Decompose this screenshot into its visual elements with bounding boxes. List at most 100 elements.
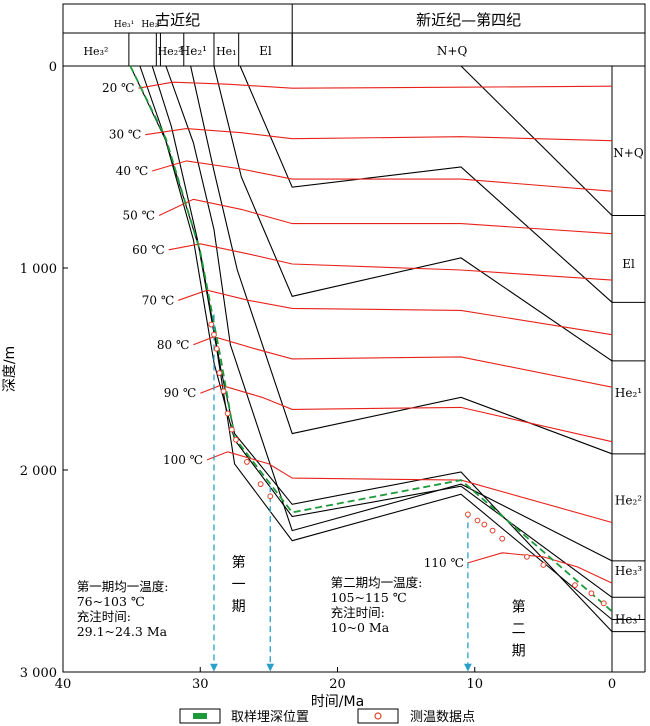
formation-label: N+Q: [437, 44, 468, 58]
isotherm-label: 90 ℃: [164, 386, 197, 400]
legend-green-bar: [193, 713, 207, 719]
y-axis-title: 深度/m: [2, 346, 18, 392]
temp-data-point: [216, 370, 223, 376]
temp-data-point: [257, 481, 264, 488]
temp-data-point: [213, 345, 220, 352]
isotherms: 20 ℃ 30 ℃ 40 ℃ 50 ℃ 60 ℃ 70 ℃ 80 ℃ 90 ℃ 100 ℃ 110…: [102, 81, 613, 584]
axes: 40 30 20 10 0 0 1 000 2 000 3 000 时间/Ma 深度/m: [2, 60, 616, 710]
x-tick-label: 30: [192, 677, 209, 692]
temp-data-point: [600, 600, 607, 607]
period-label: 古近纪: [155, 11, 200, 29]
right-formation-label: He₂²: [615, 493, 642, 507]
phase-label-char: 二: [512, 621, 526, 637]
isotherm-label: 40 ℃: [116, 164, 149, 178]
x-tick-label: 10: [466, 677, 483, 692]
right-formation-label: He₃¹: [615, 612, 642, 626]
temp-data-point: [499, 535, 506, 542]
legend: 取样埋深位置 测温数据点: [179, 708, 475, 725]
burial-curves: [129, 65, 645, 633]
annotation-line: 10~0 Ma: [331, 620, 390, 635]
temperature-data-points: [208, 321, 607, 607]
burial-curve: [213, 65, 613, 362]
y-tick-label: 2 000: [20, 464, 57, 479]
isotherm-label: 30 ℃: [109, 128, 142, 142]
isotherm-label: 110 ℃: [424, 556, 464, 570]
isotherm-label: 20 ℃: [102, 81, 135, 95]
formation-label: He₃¹: [114, 20, 134, 30]
formation-sub-label: He₃²: [83, 45, 108, 58]
isotherm-curve: [193, 336, 613, 388]
formation-sub-label: He₂²: [158, 45, 183, 58]
annotation-line: 29.1~24.3 Ma: [77, 624, 168, 639]
sampling-depth-line: [129, 65, 613, 613]
temp-data-point: [244, 459, 250, 465]
temp-data-point: [464, 511, 471, 518]
isotherm-curve: [158, 198, 613, 235]
isotherm-label: 80 ℃: [157, 338, 190, 352]
stratigraphy-header: 古近纪 新近纪—第四纪 He₃¹ He₂³ He₂¹ El N+Q He₃² He₂² He₁: [62, 3, 646, 67]
formation-label: He₂¹: [180, 44, 207, 58]
annotation-line: 第一期均一温度:: [77, 579, 169, 594]
formation-label: He₂³: [141, 20, 162, 30]
temp-data-point: [489, 527, 496, 534]
isotherm-label: 70 ℃: [142, 293, 175, 307]
formation-sub-label: He₁: [216, 45, 237, 58]
charge-arrows: [210, 314, 472, 672]
isotherm-curve: [200, 384, 613, 443]
burial-curve: [165, 65, 613, 562]
annotation-line: 充注时间:: [331, 605, 385, 620]
burial-curve: [190, 65, 613, 455]
y-tick-label: 0: [49, 60, 57, 75]
temp-data-point: [224, 410, 231, 417]
formation-label: El: [259, 44, 272, 58]
right-formation-label: N+Q: [613, 146, 644, 160]
x-tick-label: 40: [55, 677, 72, 692]
y-tick-label: 1 000: [20, 262, 57, 277]
annotation-line: 105~115 ℃: [331, 590, 407, 605]
burial-curve: [151, 65, 613, 620]
temp-data-point: [208, 321, 215, 328]
x-axis-title: 时间/Ma: [311, 694, 364, 710]
isotherm-label: 100 ℃: [163, 453, 203, 467]
burial-curve: [460, 65, 613, 216]
x-tick-label: 20: [329, 677, 346, 692]
isotherm-curve: [168, 243, 613, 281]
temp-data-point: [211, 331, 217, 338]
sampling-depth-curve: [129, 65, 613, 613]
temp-data-point: [220, 388, 227, 395]
isotherm-curve: [206, 451, 613, 524]
period-label: 新近纪—第四纪: [416, 11, 521, 29]
temp-data-point: [267, 493, 274, 500]
isotherm-label: 60 ℃: [132, 243, 165, 257]
x-tick-label: 0: [608, 677, 616, 692]
phase-label-char: 一: [232, 577, 246, 593]
legend-label-sampling: 取样埋深位置: [231, 710, 309, 725]
phase-label-char: 第: [512, 598, 526, 615]
isotherm-curve: [467, 552, 613, 584]
isotherm-curve: [138, 81, 613, 89]
header-frame: [62, 3, 646, 67]
temp-data-point: [474, 517, 481, 524]
burial-curve: [129, 65, 613, 632]
temp-data-point: [540, 562, 547, 568]
isotherm-curve: [178, 289, 613, 336]
temp-data-point: [588, 590, 595, 597]
temp-data-point: [228, 426, 235, 433]
legend-red-circle: [374, 712, 382, 720]
phase-label-char: 期: [512, 643, 526, 659]
legend-swatch-frame: [357, 708, 399, 724]
right-formation-label: He₃³: [615, 564, 642, 578]
phase-label-char: 第: [232, 554, 246, 571]
annotation-line: 第二期均一温度:: [331, 575, 423, 590]
isotherm-curve: [145, 128, 613, 142]
isotherm-curve: [152, 160, 613, 192]
right-formation-label: El: [622, 257, 635, 271]
burial-curve: [239, 65, 613, 303]
y-tick-label: 3 000: [20, 666, 57, 681]
annotation-line: 76~103 ℃: [77, 594, 145, 609]
legend-swatch-frame: [179, 708, 221, 724]
temp-data-point: [572, 582, 578, 589]
burial-curve: [139, 65, 613, 598]
temp-data-point: [233, 436, 239, 443]
